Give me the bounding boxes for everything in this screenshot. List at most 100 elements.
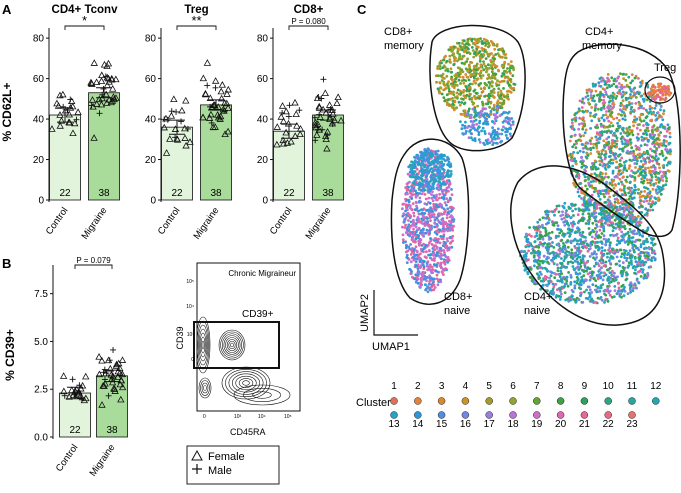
umap-point (621, 270, 625, 274)
umap-point (412, 170, 416, 174)
umap-point (463, 126, 467, 130)
umap-point (492, 54, 495, 58)
umap-point (625, 83, 629, 87)
umap-point (594, 113, 598, 116)
umap-point (442, 207, 446, 211)
umap-point (582, 269, 586, 272)
umap-point (483, 132, 487, 136)
umap-point (558, 298, 562, 301)
umap-point (650, 129, 654, 132)
female-point (69, 102, 77, 110)
umap-point (607, 100, 611, 104)
umap-point (422, 271, 425, 275)
umap-point (608, 261, 612, 265)
umap-point (427, 171, 430, 175)
umap-point (667, 93, 671, 97)
umap-point (494, 137, 497, 141)
umap-point (441, 163, 445, 167)
umap-point (584, 128, 588, 132)
umap-point (624, 131, 627, 135)
umap-point (611, 233, 614, 237)
umap-point (615, 142, 619, 146)
umap-point (609, 161, 613, 165)
umap-point (602, 229, 606, 233)
umap-point (410, 272, 413, 275)
umap-point (429, 163, 432, 167)
umap-point (588, 288, 592, 292)
umap-point (613, 197, 617, 201)
umap-point (413, 240, 417, 244)
umap-point (600, 261, 604, 265)
umap-point (612, 158, 615, 162)
umap-point (497, 54, 501, 58)
umap-point (624, 216, 627, 220)
umap-point (440, 270, 444, 273)
umap-point (586, 272, 590, 276)
umap-point (482, 113, 485, 117)
umap-point (469, 92, 472, 96)
umap-point (412, 164, 416, 168)
umap-point (447, 157, 450, 161)
umap-point (494, 53, 498, 56)
umap-point (619, 255, 623, 259)
umap-point (445, 197, 449, 201)
umap-point (420, 279, 423, 283)
y-tick-label: 20 (33, 155, 45, 166)
umap-point (451, 228, 455, 232)
umap-point (427, 189, 431, 192)
panel-label-b: B (2, 256, 11, 271)
umap-point (550, 230, 554, 234)
umap-point (485, 113, 489, 116)
umap-point (438, 172, 442, 176)
umap-point (608, 220, 612, 224)
umap-point (583, 168, 587, 172)
umap-point (590, 106, 594, 109)
flow-xtick-2: 10⁴ (258, 414, 266, 420)
umap-point (612, 186, 616, 190)
umap-point (551, 220, 555, 224)
umap-point (567, 154, 571, 158)
umap-point (652, 112, 655, 116)
umap-point (486, 98, 490, 102)
female-point (103, 99, 111, 106)
umap-point (556, 243, 560, 247)
umap-point (537, 274, 541, 277)
umap-point (480, 46, 484, 50)
female-point (214, 113, 223, 121)
umap-point (609, 151, 612, 154)
umap-point (509, 64, 513, 68)
umap-point (433, 237, 437, 241)
umap-point (576, 151, 580, 155)
umap-point (436, 87, 440, 91)
umap-point (476, 126, 480, 130)
umap-point (620, 230, 624, 234)
umap-point (632, 154, 635, 158)
umap-point (439, 235, 443, 238)
umap-point (569, 255, 573, 259)
umap-point (436, 153, 439, 156)
female-point (217, 94, 226, 102)
umap-point (432, 180, 436, 184)
umap-point (635, 220, 638, 224)
umap-point (587, 212, 590, 216)
umap-point (404, 240, 407, 244)
umap-point (538, 233, 542, 237)
y-tick-label: 80 (145, 34, 157, 45)
umap-point (625, 256, 629, 260)
umap-point (657, 157, 660, 161)
umap-point (602, 212, 606, 216)
umap-point (442, 235, 445, 238)
umap-point (461, 123, 464, 127)
umap-point (415, 204, 418, 208)
umap-point (623, 85, 626, 89)
female-point (279, 117, 288, 125)
umap-point (419, 247, 423, 251)
umap-point (588, 267, 592, 271)
umap-point (410, 270, 413, 273)
umap-point (485, 70, 488, 74)
umap-point (533, 280, 536, 284)
female-point (173, 135, 182, 143)
male-point (60, 103, 67, 110)
flow-title: Chronic Migraineur (228, 269, 296, 278)
umap-point (501, 102, 505, 105)
